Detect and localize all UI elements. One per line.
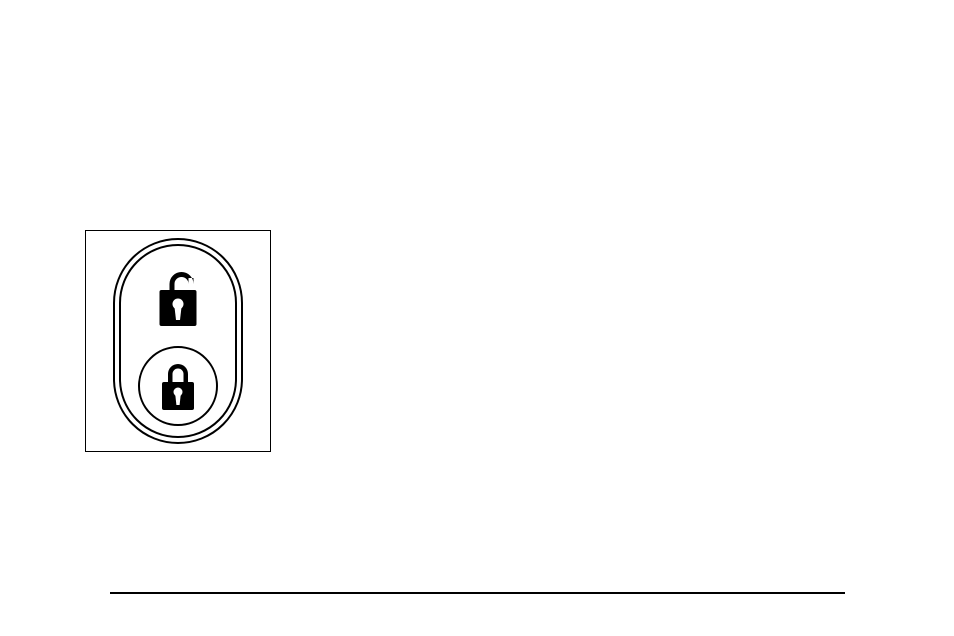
lock-icon: [159, 360, 197, 412]
lock-button[interactable]: [138, 346, 218, 426]
unlock-icon: [155, 264, 202, 328]
unlock-button[interactable]: [155, 264, 202, 328]
divider-line: [110, 592, 845, 594]
